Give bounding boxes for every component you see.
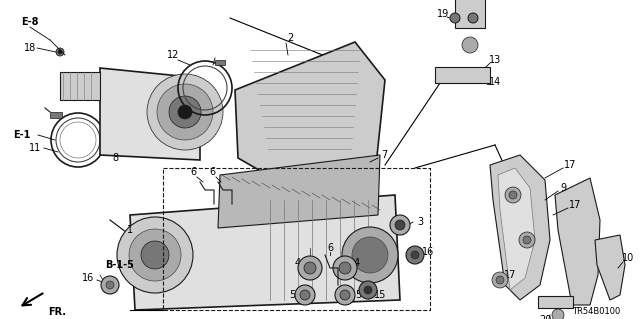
Circle shape [390, 215, 410, 235]
Circle shape [552, 309, 564, 319]
Circle shape [101, 276, 119, 294]
Polygon shape [100, 68, 200, 160]
Text: FR.: FR. [48, 307, 66, 317]
Circle shape [492, 272, 508, 288]
Text: 9: 9 [560, 183, 566, 193]
Circle shape [505, 187, 521, 203]
Text: 6: 6 [209, 167, 215, 177]
Circle shape [147, 74, 223, 150]
Circle shape [333, 256, 357, 280]
Circle shape [342, 227, 398, 283]
Circle shape [300, 290, 310, 300]
Polygon shape [218, 155, 380, 228]
Bar [60, 72, 100, 100]
Polygon shape [130, 195, 400, 310]
Circle shape [340, 290, 350, 300]
Circle shape [56, 48, 64, 56]
Circle shape [157, 84, 213, 140]
Polygon shape [490, 155, 550, 300]
Circle shape [395, 220, 405, 230]
Polygon shape [498, 168, 535, 290]
Circle shape [523, 236, 531, 244]
Circle shape [129, 229, 181, 281]
Text: 4: 4 [354, 258, 360, 268]
Circle shape [406, 246, 424, 264]
Text: 15: 15 [374, 290, 386, 300]
Polygon shape [235, 42, 385, 185]
Circle shape [169, 96, 201, 128]
Circle shape [468, 13, 478, 23]
Polygon shape [595, 235, 625, 300]
Circle shape [496, 276, 504, 284]
Circle shape [335, 285, 355, 305]
Text: 6: 6 [190, 167, 196, 177]
Bar [50, 112, 62, 118]
Text: 13: 13 [489, 55, 501, 65]
Circle shape [141, 241, 169, 269]
Text: 3: 3 [417, 217, 423, 227]
Text: 2: 2 [287, 33, 293, 43]
Text: 16: 16 [82, 273, 94, 283]
Text: 6: 6 [327, 243, 333, 253]
Circle shape [359, 281, 377, 299]
Text: 17: 17 [564, 160, 576, 170]
Bar [215, 60, 225, 65]
Text: 17: 17 [504, 270, 516, 280]
Circle shape [298, 256, 322, 280]
Circle shape [304, 262, 316, 274]
Text: B-1-5: B-1-5 [106, 260, 134, 270]
Text: E-8: E-8 [21, 17, 39, 27]
Text: E-1: E-1 [13, 130, 31, 140]
Circle shape [411, 251, 419, 259]
Text: 18: 18 [24, 43, 36, 53]
Text: TR54B0100: TR54B0100 [572, 308, 620, 316]
Circle shape [364, 286, 372, 294]
Bar [538, 296, 573, 308]
Circle shape [178, 105, 192, 119]
Text: 19: 19 [474, 9, 486, 19]
Circle shape [106, 281, 114, 289]
Text: 14: 14 [489, 77, 501, 87]
Circle shape [295, 285, 315, 305]
Polygon shape [555, 178, 600, 305]
Text: 16: 16 [422, 247, 434, 257]
Circle shape [462, 37, 478, 53]
Text: 11: 11 [29, 143, 41, 153]
Circle shape [117, 217, 193, 293]
Text: 4: 4 [295, 258, 301, 268]
Text: 5: 5 [355, 290, 361, 300]
Circle shape [519, 232, 535, 248]
Text: 5: 5 [289, 290, 295, 300]
Circle shape [509, 191, 517, 199]
Circle shape [339, 262, 351, 274]
Circle shape [352, 237, 388, 273]
Text: 12: 12 [167, 50, 179, 60]
Text: 19: 19 [437, 9, 449, 19]
Bar [435, 67, 490, 83]
Circle shape [58, 50, 62, 54]
Circle shape [450, 13, 460, 23]
Text: 7: 7 [381, 150, 387, 160]
Text: 8: 8 [112, 153, 118, 163]
Text: 10: 10 [622, 253, 634, 263]
Text: 1: 1 [127, 225, 133, 235]
Text: 17: 17 [569, 200, 581, 210]
Text: 20: 20 [539, 315, 551, 319]
Bar [455, 0, 485, 28]
